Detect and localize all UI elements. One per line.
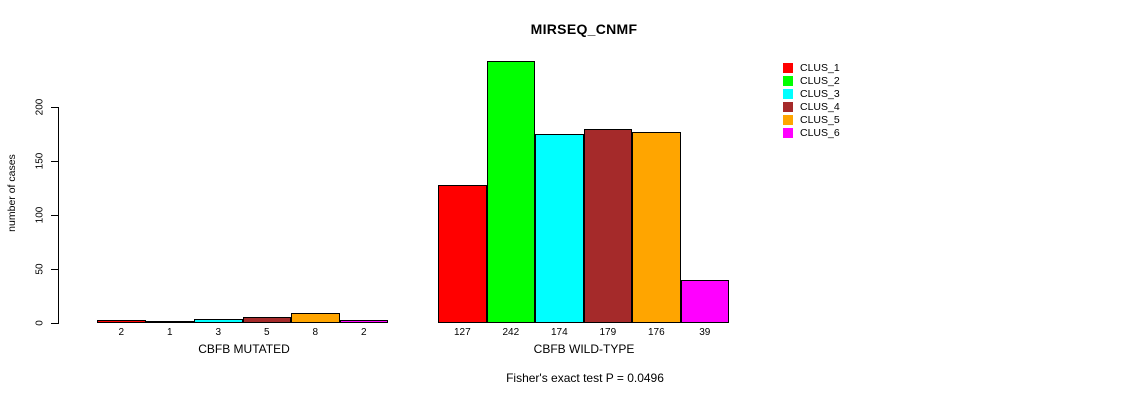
bar-clus_6-group2 <box>680 280 729 323</box>
bar-clus_1-group1 <box>97 320 146 323</box>
legend-swatch-clus_4 <box>783 101 793 112</box>
bar-clus_2-group2 <box>486 61 535 323</box>
y-tick-label-0: 0 <box>34 320 46 326</box>
chart-title: MIRSEQ_CNMF <box>530 21 638 37</box>
bar-value-label-clus_2-group2: 242 <box>502 327 520 338</box>
bar-clus_3-group1 <box>194 319 243 323</box>
bar-clus_4-group1 <box>242 317 291 323</box>
y-tick-label-200: 200 <box>34 98 46 116</box>
legend-row-clus_5: CLUS_5 <box>783 113 840 126</box>
fisher-test-footnote: Fisher's exact test P = 0.0496 <box>506 371 664 385</box>
group-label-mutated: CBFB MUTATED <box>198 342 290 356</box>
bar-value-label-clus_2-group1: 1 <box>167 327 173 338</box>
legend-label-clus_5: CLUS_5 <box>800 113 840 126</box>
legend: CLUS_1 CLUS_2 CLUS_3 CLUS_4 CLUS_5 CLUS_6 <box>783 61 840 139</box>
bar-clus_4-group2 <box>583 129 632 323</box>
bar-value-label-clus_1-group2: 127 <box>453 327 471 338</box>
y-tick-label-50: 50 <box>34 263 46 275</box>
legend-row-clus_6: CLUS_6 <box>783 126 840 139</box>
bar-clus_5-group2 <box>632 132 681 323</box>
bar-clus_5-group1 <box>291 313 340 323</box>
bar-value-label-clus_6-group2: 39 <box>699 327 711 338</box>
bar-value-label-clus_1-group1: 2 <box>118 327 125 338</box>
y-tick-mark-200 <box>51 107 58 108</box>
legend-row-clus_4: CLUS_4 <box>783 100 840 113</box>
legend-swatch-clus_5 <box>783 114 793 125</box>
bar-value-label-clus_5-group2: 176 <box>647 327 665 338</box>
bar-value-label-clus_4-group1: 5 <box>264 327 270 338</box>
legend-label-clus_1: CLUS_1 <box>800 61 840 74</box>
bar-value-label-clus_5-group1: 8 <box>312 327 319 338</box>
bar-clus_3-group2 <box>535 134 584 323</box>
legend-label-clus_2: CLUS_2 <box>800 74 840 87</box>
y-tick-mark-100 <box>51 215 58 216</box>
legend-row-clus_2: CLUS_2 <box>783 74 840 87</box>
legend-label-clus_6: CLUS_6 <box>800 126 840 139</box>
legend-row-clus_3: CLUS_3 <box>783 87 840 100</box>
bar-value-label-clus_6-group1: 2 <box>361 327 367 338</box>
y-axis-line <box>58 107 59 324</box>
bar-value-label-clus_3-group1: 3 <box>215 327 222 338</box>
legend-swatch-clus_1 <box>783 62 793 73</box>
legend-swatch-clus_2 <box>783 75 793 86</box>
legend-row-clus_1: CLUS_1 <box>783 61 840 74</box>
legend-swatch-clus_6 <box>783 127 793 138</box>
y-tick-mark-0 <box>51 323 58 324</box>
y-tick-mark-150 <box>51 161 58 162</box>
bar-clus_1-group2 <box>438 185 487 323</box>
legend-label-clus_3: CLUS_3 <box>800 87 840 100</box>
bar-value-label-clus_3-group2: 174 <box>550 327 568 338</box>
bar-clus_6-group1 <box>339 320 388 323</box>
y-axis-title: number of cases <box>6 154 18 232</box>
y-tick-mark-50 <box>51 269 58 270</box>
y-tick-label-150: 150 <box>34 152 46 170</box>
legend-label-clus_4: CLUS_4 <box>800 100 840 113</box>
bar-clus_2-group1 <box>145 321 194 323</box>
legend-swatch-clus_3 <box>783 88 793 99</box>
group-label-wild-type: CBFB WILD-TYPE <box>533 342 635 356</box>
bar-value-label-clus_4-group2: 179 <box>599 327 617 338</box>
y-tick-label-100: 100 <box>34 206 46 224</box>
